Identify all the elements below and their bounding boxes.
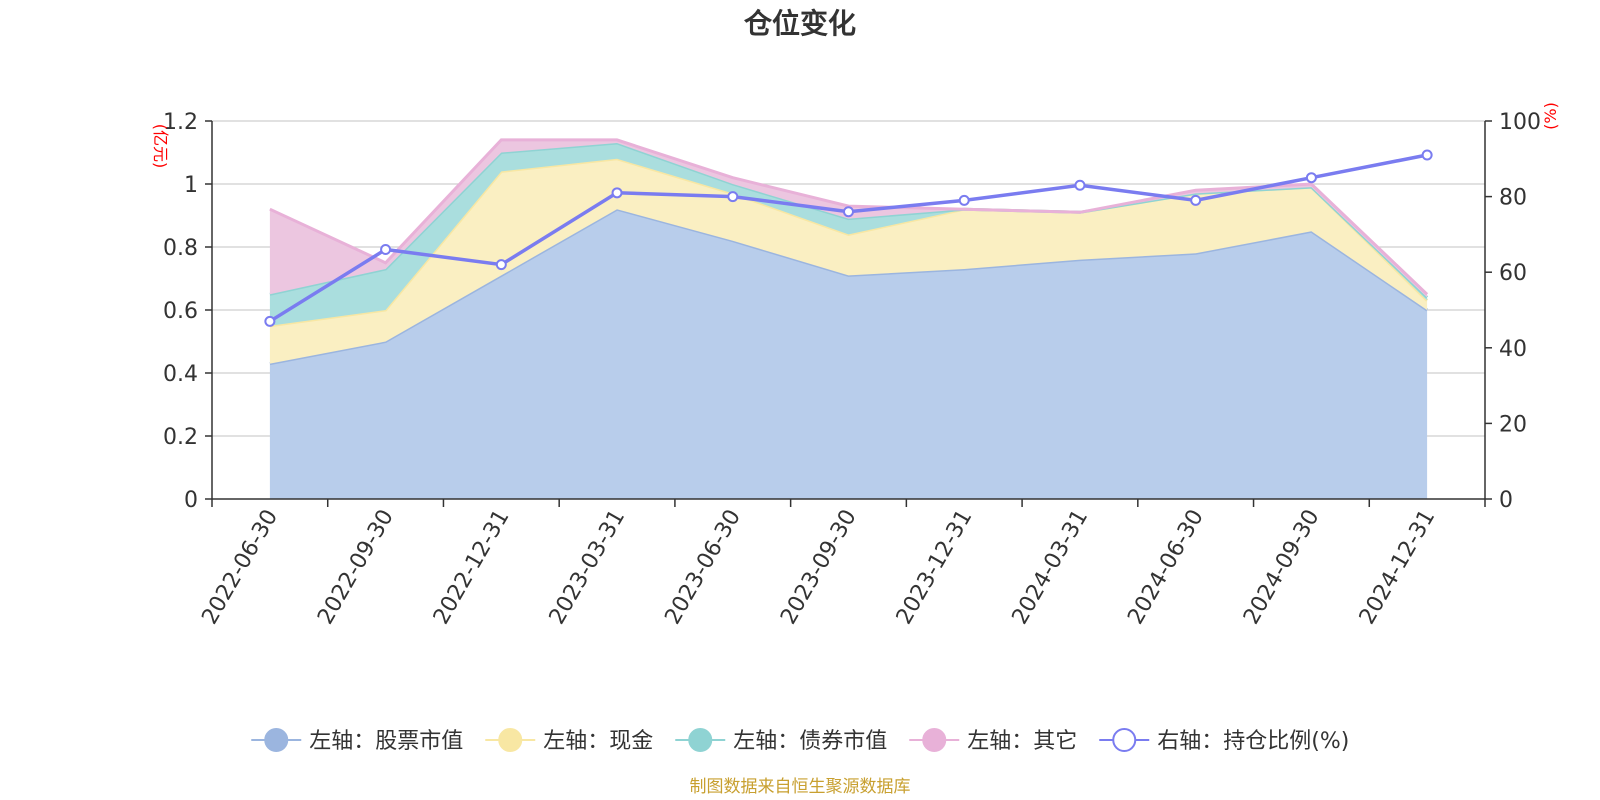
ratio-point-8 [1190,194,1202,206]
x-tick-label-5: 2023-09-30 [776,506,862,629]
right-tick-label-2: 40 [1499,337,1527,362]
legend-label-4: 右轴：持仓比例(%) [1157,729,1349,754]
x-tick-label-3: 2023-03-31 [545,506,631,629]
area-series-0 [269,209,1428,499]
ratio-point-1 [380,244,392,256]
ratio-point-3 [611,187,623,199]
left-tick-label-0: 0 [184,488,198,513]
x-tick-label-0: 2022-06-30 [197,506,283,629]
ratio-point-5 [843,206,854,218]
ratio-point-2 [495,259,507,271]
area-edge-series-3 [269,138,1429,296]
x-tick-label-4: 2023-06-30 [660,506,746,629]
left-axis-unit: (亿元) [151,124,170,169]
right-tick-label-3: 60 [1499,261,1527,286]
x-tick-label-10: 2024-12-31 [1355,506,1441,629]
left-tick-label-5: 1 [184,173,198,198]
area-layer [269,138,1429,499]
x-tick-label-9: 2024-09-30 [1239,506,1325,629]
x-tick-label-8: 2024-06-30 [1123,506,1209,629]
chart-title: 仓位变化 [744,7,856,40]
legend-label-2: 左轴：债券市值 [733,729,887,754]
left-tick-label-6: 1.2 [163,110,198,135]
right-tick-label-1: 20 [1499,412,1527,437]
left-tick-label-2: 0.4 [163,362,198,387]
legend-marker-1 [498,728,523,752]
legend-label-3: 左轴：其它 [967,729,1077,754]
legend-label-0: 左轴：股票市值 [309,729,463,754]
ratio-point-0 [264,315,276,327]
legend: 左轴：股票市值 左轴：现金 左轴：债券市值 左轴：其它 右轴：持仓比例(%) [251,728,1349,754]
ratio-point-9 [1305,172,1317,184]
x-tick-label-2: 2022-12-31 [429,506,515,629]
area-series-1 [269,158,1428,364]
x-tick-label-1: 2022-09-30 [313,506,399,629]
left-tick-label-4: 0.8 [163,236,198,261]
area-series-2 [269,143,1428,326]
left-tick-label-1: 0.2 [163,425,198,450]
x-tick-label-6: 2023-12-31 [892,506,978,629]
ratio-point-6 [958,194,970,206]
ratio-point-7 [1074,179,1086,191]
line-layer [264,149,1433,327]
legend-marker-3 [922,728,947,752]
right-tick-label-5: 100 [1499,110,1541,135]
legend-marker-2 [688,728,713,752]
data-source-note: 制图数据来自恒生聚源数据库 [690,777,911,797]
ratio-point-4 [727,191,739,203]
right-tick-label-4: 80 [1499,186,1527,211]
legend-marker-4 [1112,728,1137,752]
ratio-point-10 [1421,149,1433,161]
legend-label-1: 左轴：现金 [543,729,653,754]
x-tick-label-7: 2024-03-31 [1008,506,1094,629]
right-tick-label-0: 0 [1499,488,1513,513]
left-tick-label-3: 0.6 [163,299,198,324]
right-axis-unit: (%) [1541,102,1560,130]
legend-marker-0 [264,728,289,752]
